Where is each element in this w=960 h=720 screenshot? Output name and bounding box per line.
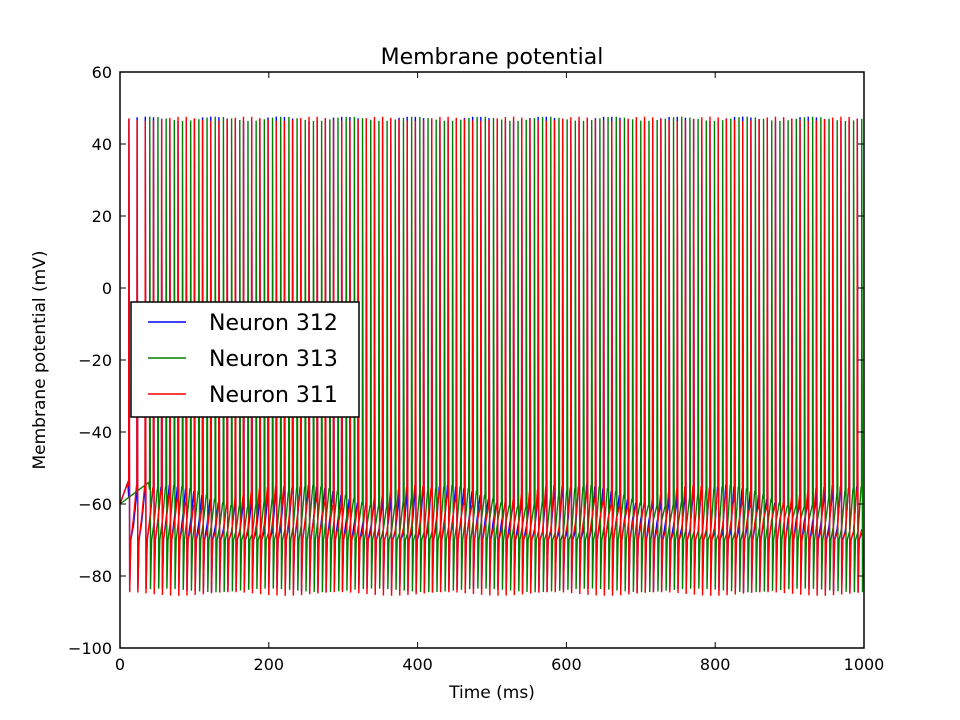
y-tick-label-7: −80 <box>78 567 112 586</box>
legend-label-2: Neuron 311 <box>209 383 338 408</box>
y-axis-title: Membrane potential (mV) <box>30 251 50 470</box>
y-tick-label-5: −40 <box>78 423 112 442</box>
legend: Neuron 312 Neuron 313 Neuron 311 <box>130 301 360 418</box>
series-line-2 <box>119 116 863 596</box>
y-tick-label-2: 20 <box>92 207 112 226</box>
chart-title: Membrane potential <box>381 45 604 70</box>
y-tick-label-3: 0 <box>102 279 112 298</box>
x-tick-label-3: 600 <box>551 655 582 674</box>
y-tick-label-8: −100 <box>68 639 112 658</box>
x-tick-label-2: 400 <box>402 655 433 674</box>
y-tick-label-6: −60 <box>78 495 112 514</box>
x-tick-label-1: 200 <box>254 655 285 674</box>
legend-entry-0: Neuron 312 <box>148 311 338 336</box>
y-tick-label-1: 40 <box>92 135 112 154</box>
x-tick-label-4: 800 <box>700 655 731 674</box>
legend-label-1: Neuron 313 <box>209 347 338 372</box>
y-tick-label-4: −20 <box>78 351 112 370</box>
legend-entry-2: Neuron 311 <box>148 383 338 408</box>
legend-label-0: Neuron 312 <box>209 311 338 336</box>
legend-frame <box>130 301 360 418</box>
legend-entry-1: Neuron 313 <box>148 347 338 372</box>
x-tick-label-5: 1000 <box>844 655 885 674</box>
x-axis-title: Time (ms) <box>448 683 535 703</box>
y-tick-label-0: 60 <box>92 63 112 82</box>
series-line-1 <box>119 116 865 593</box>
series-layer <box>119 116 865 596</box>
x-tick-label-0: 0 <box>115 655 125 674</box>
